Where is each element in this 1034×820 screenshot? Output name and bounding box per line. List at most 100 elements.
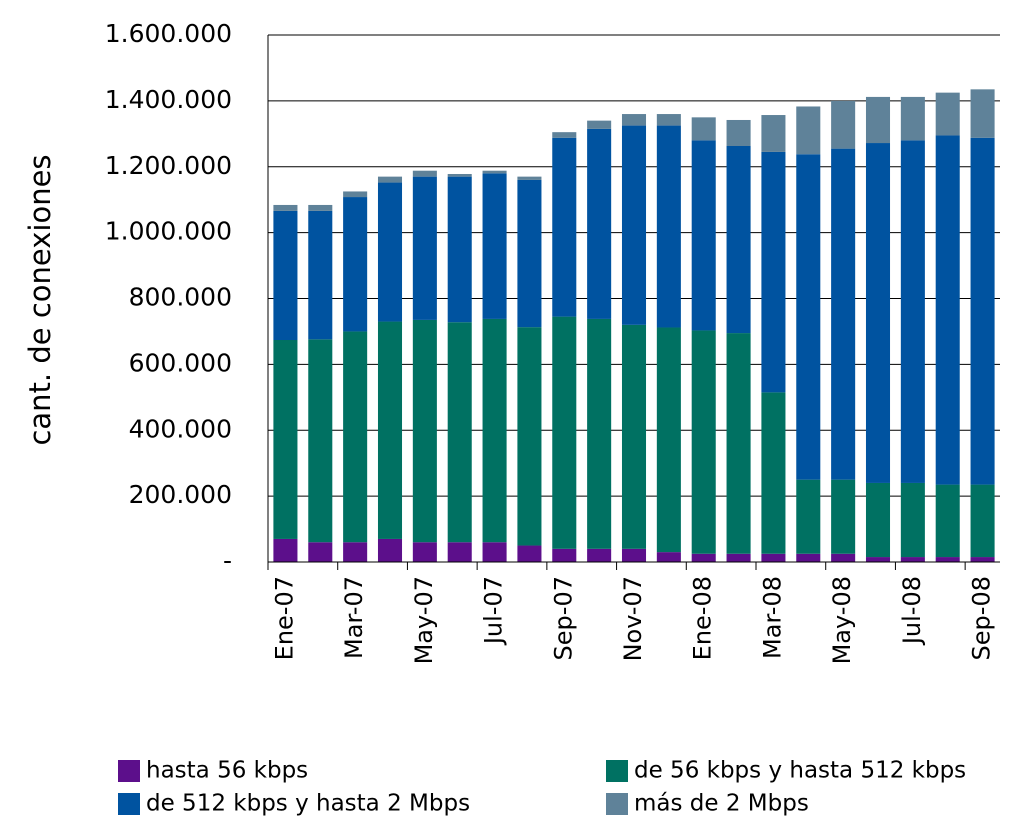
legend-swatch xyxy=(118,760,140,782)
bar-segment xyxy=(517,327,542,546)
bar-segment xyxy=(796,479,821,554)
x-tick-label: Jul-08 xyxy=(898,576,926,646)
bar-segment xyxy=(482,170,507,174)
bar-segment xyxy=(412,170,437,177)
legend-swatch xyxy=(118,793,140,815)
bar-segment xyxy=(273,340,298,539)
bar-segment xyxy=(656,552,681,562)
x-tick-label: Ene-08 xyxy=(689,576,717,660)
bar-segment xyxy=(691,117,716,141)
bar-segment xyxy=(796,106,821,155)
bar-segment xyxy=(865,557,891,562)
bar-segment xyxy=(970,137,995,485)
bar-segment xyxy=(621,548,647,562)
x-tick-label: Ene-07 xyxy=(270,576,298,660)
bar-segment xyxy=(587,318,612,549)
bar-segment xyxy=(726,553,751,562)
bar-segment xyxy=(273,210,298,341)
x-tick-label: Mar-08 xyxy=(758,576,786,659)
bar-segment xyxy=(377,538,403,562)
bar-segment xyxy=(726,333,751,554)
bar-segment xyxy=(621,125,647,325)
bar-segment xyxy=(935,92,960,136)
bar-segment xyxy=(343,542,368,562)
bar-segment xyxy=(308,204,333,211)
bar-segment xyxy=(656,327,681,553)
bar-segment xyxy=(587,128,612,319)
bar-segment xyxy=(900,96,925,141)
legend-swatch xyxy=(606,760,628,782)
x-tick-label: Nov-07 xyxy=(619,576,647,661)
bar-segment xyxy=(482,173,507,319)
legend-label: hasta 56 kbps xyxy=(146,758,308,784)
bar-segment xyxy=(412,319,437,543)
bar-segment xyxy=(761,151,786,393)
bar-segment xyxy=(308,542,333,562)
y-tick-label: 800.000 xyxy=(129,283,232,312)
bar-segment xyxy=(935,135,960,485)
bar-segment xyxy=(343,331,368,543)
legend-label: más de 2 Mbps xyxy=(634,791,809,817)
bar-segment xyxy=(865,482,891,558)
bar-segment xyxy=(377,176,403,183)
y-tick-label: 1.000.000 xyxy=(105,217,232,246)
x-tick-label: May-07 xyxy=(410,576,438,664)
bar-segment xyxy=(552,137,577,317)
y-tick-label: 1.600.000 xyxy=(105,19,232,48)
bar-segment xyxy=(691,553,716,562)
y-tick-label: 600.000 xyxy=(129,348,232,377)
y-axis-label: cant. de conexiones xyxy=(23,154,57,445)
bar-segment xyxy=(517,545,542,562)
bar-segment xyxy=(517,179,542,328)
bar-segment xyxy=(726,145,751,334)
y-tick-label: 1.200.000 xyxy=(105,151,232,180)
legend-swatch xyxy=(606,793,628,815)
bar-segment xyxy=(377,182,403,322)
bar-segment xyxy=(308,210,333,340)
bar-segment xyxy=(761,553,786,562)
bar-segment xyxy=(412,542,437,562)
x-tick-label: May-08 xyxy=(828,576,856,664)
bar-segment xyxy=(656,125,681,328)
bar-segment xyxy=(552,548,577,562)
bar-segment xyxy=(691,330,716,554)
bar-segment xyxy=(343,191,368,198)
bar-segment xyxy=(831,553,856,562)
y-tick-label: 400.000 xyxy=(129,414,232,443)
bar-segment xyxy=(900,482,925,558)
legend-label: de 512 kbps y hasta 2 Mbps xyxy=(146,791,470,817)
bar-segment xyxy=(970,557,995,562)
bar-segment xyxy=(447,322,472,543)
bar-segment xyxy=(935,484,960,558)
bar-segment xyxy=(900,557,925,562)
bar-segment xyxy=(517,176,542,180)
x-tick-label: Sep-08 xyxy=(968,576,996,660)
bar-segment xyxy=(447,173,472,177)
bar-segment xyxy=(621,324,647,549)
bar-segment xyxy=(796,154,821,480)
bar-segment xyxy=(970,89,995,138)
bar-segment xyxy=(970,484,995,558)
bar-segment xyxy=(273,204,298,211)
bar-segment xyxy=(587,548,612,562)
bar-segment xyxy=(377,321,403,539)
bar-segment xyxy=(482,318,507,543)
x-tick-label: Jul-07 xyxy=(480,576,508,646)
bar-segment xyxy=(343,197,368,332)
bar-segment xyxy=(935,557,960,562)
bar-segment xyxy=(831,148,856,480)
bar-segment xyxy=(447,176,472,323)
bar-segment xyxy=(761,392,786,554)
bar-segment xyxy=(691,140,716,331)
bar-segment xyxy=(656,114,681,126)
x-tick-label: Mar-07 xyxy=(340,576,368,659)
y-tick-label: - xyxy=(223,546,232,575)
bar-segment xyxy=(761,115,786,152)
bar-segment xyxy=(552,316,577,549)
bar-segment xyxy=(412,176,437,320)
y-tick-label: 200.000 xyxy=(129,480,232,509)
bar-segment xyxy=(726,119,751,146)
bar-segment xyxy=(796,553,821,562)
